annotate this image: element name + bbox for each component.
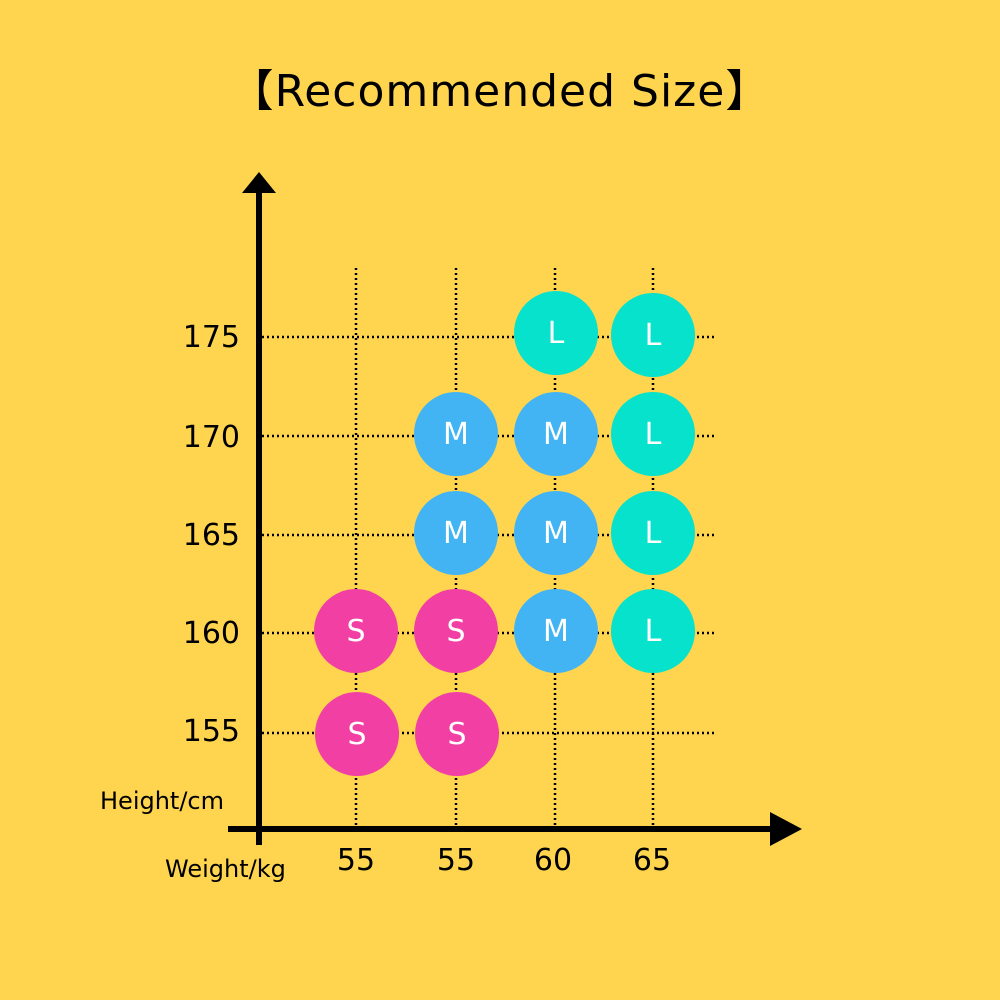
size-dot-S: S	[414, 589, 498, 673]
size-dot-L: L	[611, 392, 695, 476]
size-dot-M: M	[414, 491, 498, 575]
size-dot-M: M	[514, 392, 598, 476]
size-dot-M: M	[514, 589, 598, 673]
y-tick-155: 155	[182, 714, 240, 749]
size-dot-S: S	[315, 692, 399, 776]
size-dot-S: S	[314, 589, 398, 673]
y-tick-165: 165	[182, 518, 240, 553]
x-axis-label: Weight/kg	[165, 855, 286, 883]
x-tick-2: 55	[436, 843, 476, 878]
y-tick-170: 170	[182, 420, 240, 455]
x-tick-4: 65	[632, 843, 672, 878]
x-tick-3: 60	[533, 843, 573, 878]
size-dot-L: L	[611, 491, 695, 575]
size-dot-S: S	[415, 692, 499, 776]
y-tick-175: 175	[182, 320, 240, 355]
size-dot-L: L	[611, 589, 695, 673]
size-dot-M: M	[514, 491, 598, 575]
size-dot-M: M	[414, 392, 498, 476]
y-tick-160: 160	[182, 616, 240, 651]
size-dot-L: L	[514, 291, 598, 375]
size-dot-L: L	[611, 293, 695, 377]
x-tick-1: 55	[336, 843, 376, 878]
chart-title: 【Recommended Size】	[229, 66, 771, 117]
y-axis-label: Height/cm	[100, 787, 224, 815]
